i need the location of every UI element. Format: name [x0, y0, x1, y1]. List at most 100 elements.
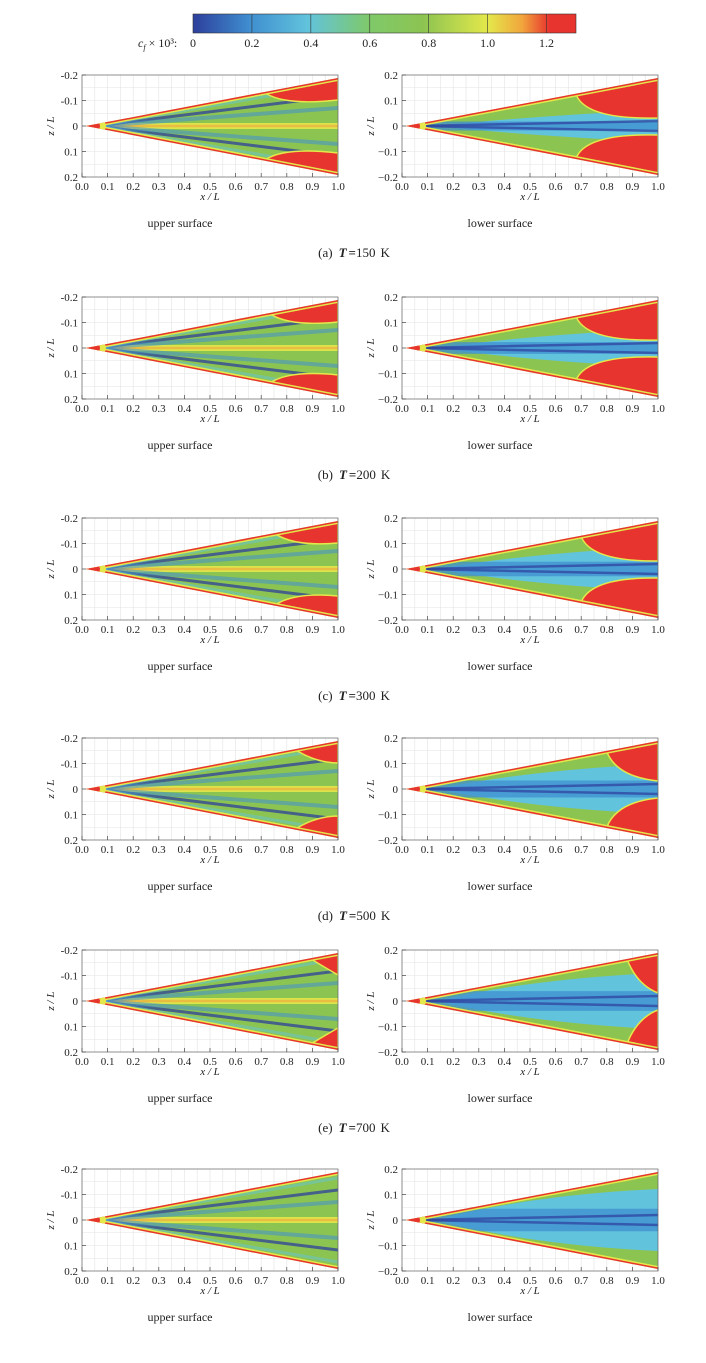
x-tick-label: 0.5 — [203, 403, 217, 415]
temperature-unit: K — [380, 688, 390, 703]
x-tick-label: 0.1 — [421, 403, 435, 415]
panel-tag: (c) — [318, 688, 332, 703]
y-tick-label: −0.1 — [378, 147, 398, 159]
x-tick-label: 0.4 — [498, 1275, 512, 1287]
x-tick-label: 0.8 — [280, 1056, 294, 1068]
lower-surface-plot: 0.0 0.1 0.2 0.3 0.4 0.5 0.6 0.7 0.8 0.9 1.0 x / L 0.… — [365, 945, 665, 1105]
y-axis-label: z / L — [365, 992, 377, 1012]
y-tick-label: 0.2 — [64, 1047, 78, 1059]
x-tick-label: 0.0 — [395, 844, 409, 856]
lower-contour-field — [406, 78, 658, 175]
colorbar-label: cf × 10³: — [138, 36, 177, 52]
y-axis-label: z / L — [45, 780, 57, 800]
equals-sign: = — [349, 1120, 356, 1135]
lower-surface-caption: lower surface — [468, 879, 533, 893]
lower-surface-caption: lower surface — [468, 438, 533, 452]
upper-contour-field — [86, 300, 338, 397]
y-tick-label: 0 — [393, 784, 399, 796]
y-tick-label: 0 — [73, 121, 79, 133]
leading-edge — [86, 741, 338, 791]
upper-surface-plot: 0.0 0.1 0.2 0.3 0.4 0.5 0.6 0.7 0.8 0.9 1.0 x / L -0… — [45, 513, 345, 673]
x-tick-label: 0.5 — [523, 403, 537, 415]
upper-surface-plot: 0.0 0.1 0.2 0.3 0.4 0.5 0.6 0.7 0.8 0.9 1.0 x / L -0… — [45, 1164, 345, 1324]
y-tick-label: 0 — [73, 996, 79, 1008]
x-axis-label: x / L — [519, 854, 540, 866]
x-axis-label: x / L — [199, 191, 220, 203]
x-tick-label: 0.5 — [203, 1275, 217, 1287]
y-tick-label: -0.1 — [61, 759, 78, 771]
y-tick-label: -0.2 — [61, 513, 78, 525]
leading-edge — [406, 953, 658, 1003]
panel-caption: (d) T =500 K — [318, 908, 391, 923]
x-tick-label: 0.1 — [101, 624, 115, 636]
y-tick-label: −0.1 — [378, 1022, 398, 1034]
high-friction-lobe — [295, 741, 338, 764]
y-tick-label: 0 — [73, 1215, 79, 1227]
y-tick-label: -0.2 — [61, 1164, 78, 1176]
x-tick-label: 0.9 — [306, 624, 320, 636]
x-tick-label: 0.1 — [421, 1275, 435, 1287]
x-tick-label: 1.0 — [651, 181, 665, 193]
leading-edge — [86, 300, 338, 350]
x-tick-label: 0.3 — [152, 1056, 166, 1068]
x-tick-label: 0.4 — [498, 844, 512, 856]
x-tick-label: 0.0 — [395, 1056, 409, 1068]
x-tick-label: 0.3 — [472, 844, 486, 856]
y-tick-label: −0.1 — [378, 590, 398, 602]
x-tick-label: 0.8 — [600, 624, 614, 636]
y-axis-label: z / L — [45, 1211, 57, 1231]
x-tick-label: 0.7 — [574, 1275, 588, 1287]
x-tick-label: 0.9 — [306, 1275, 320, 1287]
high-friction-lobe — [626, 1008, 658, 1050]
upper-contour-field — [86, 521, 338, 618]
x-tick-label: 0.3 — [472, 403, 486, 415]
x-tick-label: 0.5 — [523, 1275, 537, 1287]
x-tick-label: 0.7 — [574, 1056, 588, 1068]
x-axis-label: x / L — [199, 854, 220, 866]
x-tick-label: 0.6 — [229, 181, 243, 193]
y-tick-label: -0.1 — [61, 1190, 78, 1202]
x-tick-label: 0.4 — [498, 624, 512, 636]
panel-caption: (a) T =150 K — [318, 245, 390, 260]
x-tick-label: 0.5 — [523, 181, 537, 193]
x-tick-label: 0.3 — [152, 1275, 166, 1287]
streak-band — [94, 124, 338, 146]
panel-tag: (b) — [318, 467, 333, 482]
y-axis-label: z / L — [45, 560, 57, 580]
x-tick-label: 0.8 — [600, 403, 614, 415]
y-axis-label: z / L — [45, 339, 57, 359]
streak-band — [94, 787, 338, 809]
colorbar-gradient — [192, 13, 577, 34]
y-tick-label: −0.2 — [378, 1266, 398, 1278]
y-tick-label: 0.1 — [384, 971, 398, 983]
x-tick-label: 0.7 — [254, 403, 268, 415]
panel-row: 0.0 0.1 0.2 0.3 0.4 0.5 0.6 0.7 0.8 0.9 1.0 x / L -0… — [45, 1164, 665, 1324]
core-streak — [414, 999, 658, 1008]
y-tick-label: 0.1 — [384, 318, 398, 330]
panel-caption: (e) T =700 K — [318, 1120, 390, 1135]
upper-surface-caption: upper surface — [148, 1091, 213, 1105]
x-tick-label: 0.8 — [600, 844, 614, 856]
y-tick-label: 0.2 — [384, 945, 398, 957]
core-streak — [414, 1218, 658, 1227]
lower-surface-plot: 0.0 0.1 0.2 0.3 0.4 0.5 0.6 0.7 0.8 0.9 1.0 x / L 0.… — [365, 733, 665, 893]
core-streak — [414, 567, 658, 576]
x-tick-label: 0.1 — [421, 844, 435, 856]
colorbar-tick-label: 0.8 — [421, 36, 436, 50]
lower-surface-plot: 0.0 0.1 0.2 0.3 0.4 0.5 0.6 0.7 0.8 0.9 1.0 x / L 0.… — [365, 1164, 665, 1324]
lower-surface-plot: 0.0 0.1 0.2 0.3 0.4 0.5 0.6 0.7 0.8 0.9 1.0 x / L 0.… — [365, 292, 665, 452]
x-tick-label: 0.6 — [549, 624, 563, 636]
x-tick-label: 0.2 — [126, 181, 140, 193]
temperature-symbol: T — [339, 688, 348, 703]
upper-surface-plot: 0.0 0.1 0.2 0.3 0.4 0.5 0.6 0.7 0.8 0.9 1.0 x / L -0… — [45, 945, 345, 1105]
core-streak — [414, 562, 658, 571]
core-streak — [414, 782, 658, 791]
y-tick-label: 0 — [73, 784, 79, 796]
x-tick-label: 0.5 — [523, 844, 537, 856]
colorbar-tick-label: 0 — [190, 36, 196, 50]
y-tick-label: 0.1 — [64, 810, 78, 822]
equals-sign: = — [349, 467, 356, 482]
x-tick-label: 0.8 — [600, 1056, 614, 1068]
x-tick-label: 0.2 — [446, 403, 460, 415]
x-tick-label: 0.5 — [203, 181, 217, 193]
